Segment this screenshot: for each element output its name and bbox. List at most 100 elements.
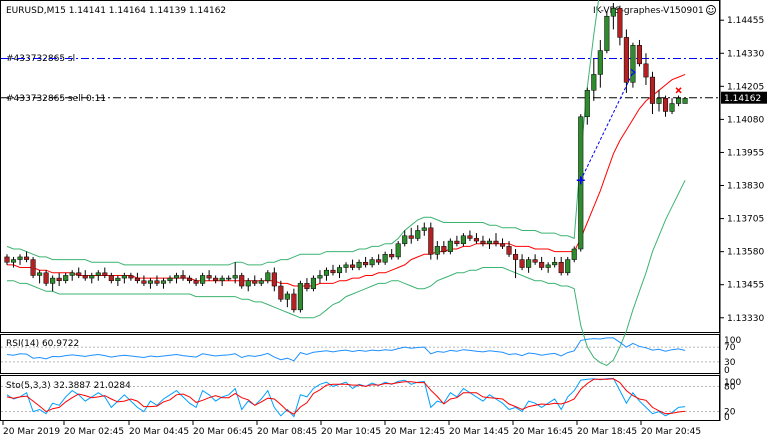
candle-body	[304, 283, 310, 289]
candle-body	[513, 254, 519, 260]
stochastic-lines	[1, 377, 719, 418]
candle	[454, 235, 460, 247]
candle-body	[454, 240, 460, 244]
candle	[265, 270, 271, 284]
candle	[526, 256, 532, 273]
candle	[669, 98, 675, 115]
candle	[200, 272, 206, 287]
rsi-tick-label: 70	[724, 343, 736, 353]
candle-body	[441, 246, 447, 252]
candle-body	[95, 272, 101, 276]
sto-signal-line	[6, 378, 686, 415]
candle-body	[382, 254, 388, 263]
candle	[102, 267, 108, 279]
candle-body	[232, 275, 238, 279]
candle	[239, 272, 245, 289]
price-tick-label: 1.13830	[727, 182, 764, 192]
rsi-panel[interactable]	[0, 334, 720, 374]
candle-body	[343, 264, 349, 268]
candle-body	[447, 240, 453, 252]
candle-body	[258, 280, 264, 284]
candle	[343, 262, 349, 273]
candle	[447, 238, 453, 255]
candle	[558, 256, 564, 276]
candle-body	[4, 256, 10, 263]
candle	[434, 241, 440, 260]
sto-label: Sto(5,3,3) 32.3887 21.0284	[6, 381, 131, 391]
time-tick-label: 20 Mar 04:45	[129, 427, 189, 437]
candle-body	[317, 275, 323, 279]
candle-body	[160, 280, 167, 284]
rsi-polyline	[6, 337, 686, 362]
candle	[571, 246, 577, 263]
candle	[336, 264, 343, 279]
candle-body	[506, 246, 512, 255]
candle	[493, 233, 499, 247]
candle	[291, 288, 297, 313]
candle-body	[69, 272, 75, 276]
candle	[69, 270, 75, 281]
candle	[552, 256, 558, 268]
candle	[154, 275, 160, 287]
time-tick-label: 20 Mar 08:45	[257, 427, 317, 437]
candle	[95, 270, 101, 281]
price-tick-label: 1.13330	[727, 314, 764, 324]
candle	[89, 272, 95, 284]
candle-body	[108, 275, 114, 281]
candle-body	[402, 235, 408, 244]
candle-body	[115, 277, 121, 281]
current-price: 1.14162	[724, 94, 761, 104]
ea-label: IK-VPS-graphes-V150901	[593, 6, 704, 16]
candle	[545, 262, 551, 273]
candle-body	[369, 259, 375, 266]
candle	[173, 272, 180, 284]
time-tick-label: 20 Mar 20:45	[641, 427, 701, 437]
time-axis: 20 Mar 2019 20 Mar 02:45 20 Mar 04:45 20 Ma…	[2, 421, 701, 437]
candle	[278, 280, 284, 302]
candle	[376, 254, 382, 265]
candle-body	[245, 280, 251, 287]
time-tick-label: 20 Mar 02:45	[64, 427, 124, 437]
candle-body	[376, 259, 382, 263]
candle	[656, 90, 662, 112]
candle-body	[519, 259, 525, 268]
candle	[460, 233, 466, 247]
candle	[30, 256, 36, 279]
candle-body	[623, 37, 629, 83]
price-tick-label: 1.13955	[727, 148, 764, 158]
candle-body	[76, 272, 82, 276]
candle	[134, 272, 140, 284]
candle-body	[636, 45, 642, 65]
candle-body	[591, 74, 597, 91]
candle	[584, 87, 590, 125]
candle	[356, 259, 362, 271]
candle-body	[141, 280, 147, 284]
candle-body	[395, 243, 401, 258]
candle-body	[617, 8, 623, 38]
candle	[226, 275, 232, 281]
candle	[369, 256, 375, 268]
candle-body	[460, 235, 466, 244]
time-tick-label: 20 Mar 2019	[3, 427, 60, 437]
candle	[643, 53, 649, 85]
price-tick-label: 1.14330	[727, 49, 764, 59]
candle	[56, 272, 62, 287]
candle	[180, 270, 186, 281]
candle-body	[356, 261, 362, 268]
candle-body	[37, 272, 43, 276]
price-panel[interactable]	[0, 0, 720, 333]
sto-tick-label: 0	[724, 413, 730, 423]
candle	[676, 95, 682, 107]
candle	[630, 42, 636, 88]
candle-body	[43, 272, 49, 284]
candle-body	[552, 261, 558, 266]
candle	[63, 272, 69, 284]
candle	[473, 233, 479, 244]
candle	[193, 278, 199, 287]
candle-body	[682, 97, 688, 104]
candle-body	[291, 293, 297, 311]
candle	[617, 5, 623, 46]
candle	[604, 10, 610, 54]
